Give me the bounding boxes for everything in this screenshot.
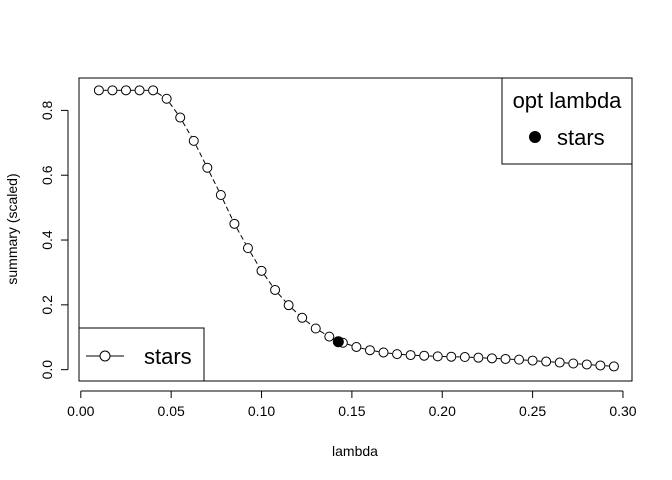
series-line-segment: [236, 227, 246, 245]
data-point: [229, 218, 240, 229]
optimum-point: [332, 336, 344, 348]
data-point: [364, 345, 375, 356]
data-point: [500, 353, 511, 364]
x-tick-label: 0.30: [609, 403, 636, 419]
data-point: [93, 85, 104, 96]
data-point: [405, 350, 416, 361]
x-axis: 0.00 0.05 0.10 0.15 0.20 0.25 0.30: [67, 390, 637, 419]
series-line-segment: [222, 199, 233, 220]
data-point: [554, 357, 565, 368]
data-point: [541, 356, 552, 367]
plot-frame: [78, 77, 633, 382]
series-line-segment: [361, 347, 366, 350]
data-point: [283, 300, 294, 311]
data-point: [297, 312, 308, 323]
data-point: [446, 351, 457, 362]
data-point: [351, 341, 362, 352]
series-line-segment: [347, 343, 352, 346]
data-point: [242, 243, 253, 254]
series-line-segment: [250, 252, 260, 267]
data-point: [148, 85, 159, 96]
data-point: [310, 323, 321, 334]
x-axis-label: lambda: [332, 443, 378, 459]
data-point: [514, 354, 525, 365]
data-point: [215, 189, 226, 200]
x-tick-label: 0.10: [248, 403, 275, 419]
series-points-stars: [93, 85, 619, 372]
series-line-segment: [291, 308, 299, 315]
series-line-segment: [195, 145, 206, 164]
series-line-segment: [319, 330, 326, 335]
legend-top-right: opt lambda stars: [501, 77, 633, 165]
series-line-segment: [157, 92, 163, 97]
y-tick-label: 0.2: [39, 295, 55, 315]
x-tick-label: 0.20: [429, 403, 456, 419]
data-point: [202, 162, 213, 173]
series-line-segment: [374, 350, 379, 353]
data-point: [568, 358, 579, 369]
data-point: [107, 85, 118, 96]
x-tick-label: 0.05: [158, 403, 185, 419]
series-line-stars: [103, 89, 609, 367]
y-tick-label: 0.6: [39, 165, 55, 185]
series-line-segment: [209, 172, 220, 191]
x-tick-label: 0.00: [67, 403, 94, 419]
data-point: [473, 352, 484, 363]
data-point: [581, 359, 592, 370]
data-point: [161, 93, 172, 104]
data-point: [270, 284, 281, 295]
legend-open-circle-symbol: [99, 350, 111, 362]
series-line-segment: [169, 102, 178, 114]
series-line-segment: [264, 274, 273, 287]
data-point: [432, 351, 443, 362]
data-point: [527, 355, 538, 366]
optimum-marker: [332, 336, 344, 348]
legend-filled-circle-symbol: [529, 131, 541, 143]
y-axis-label: summary (scaled): [4, 173, 20, 284]
y-tick-label: 0.0: [39, 360, 55, 380]
data-point: [459, 352, 470, 363]
legend-title: opt lambda: [513, 88, 623, 113]
series-line-segment: [278, 293, 286, 302]
legend-entry-label: stars: [144, 344, 192, 369]
legend-box: [501, 77, 633, 165]
y-axis: 0.0 0.2 0.4 0.6 0.8: [39, 100, 69, 380]
data-point: [608, 361, 619, 372]
x-tick-label: 0.15: [338, 403, 365, 419]
legend-bottom-left: stars: [78, 327, 205, 382]
data-point: [175, 112, 186, 123]
y-tick-label: 0.8: [39, 100, 55, 120]
x-tick-label: 0.25: [519, 403, 546, 419]
data-point: [378, 347, 389, 358]
data-point: [595, 360, 606, 371]
data-point: [486, 353, 497, 364]
data-point: [256, 265, 267, 276]
series-line-segment: [305, 320, 313, 326]
data-point: [419, 350, 430, 361]
data-point: [120, 85, 131, 96]
y-tick-label: 0.4: [39, 230, 55, 250]
legend-entry-label: stars: [557, 125, 605, 150]
data-point: [188, 135, 199, 146]
data-point: [134, 85, 145, 96]
data-point: [324, 331, 335, 342]
data-point: [392, 349, 403, 360]
series-line-segment: [182, 121, 192, 137]
